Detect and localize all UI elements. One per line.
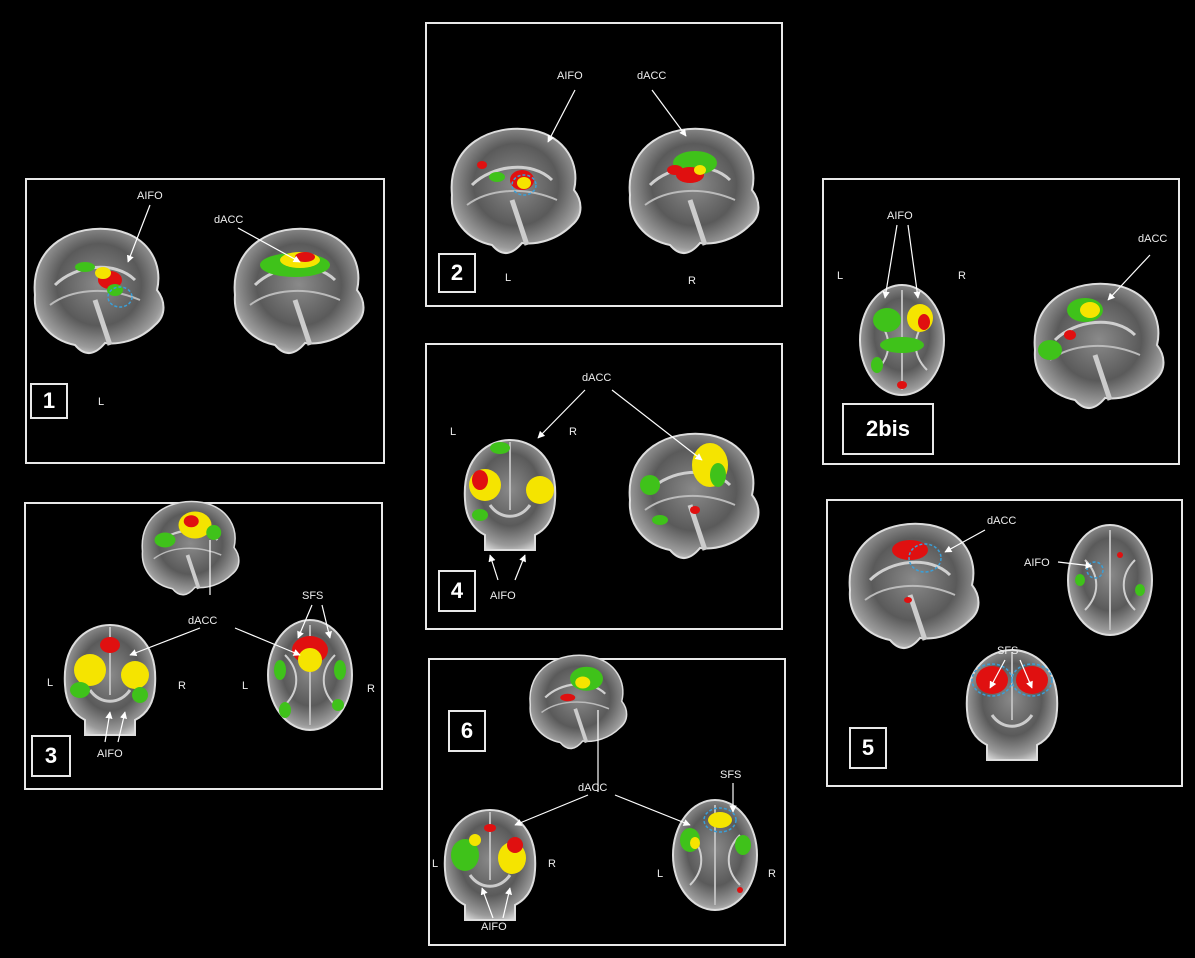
panel-3-side-l1: L (47, 677, 54, 689)
panel-6-label-aifo: AIFO (481, 921, 507, 933)
panel-6-side-l2: L (657, 868, 664, 880)
panel-1-brain-b (235, 229, 364, 353)
panel-3-side-r1: R (178, 680, 186, 692)
panel-2-side-l: L (505, 272, 512, 284)
panel-1-side-l: L (98, 396, 105, 408)
panel-4-label-dacc: dACC (582, 372, 612, 384)
panel-3-label-aifo: AIFO (97, 748, 123, 760)
panel-5-label-dacc: dACC (987, 515, 1017, 527)
panel-1-number: 1 (30, 383, 68, 419)
panel-5-number: 5 (849, 727, 887, 769)
panel-2bis-label-dacc: dACC (1138, 233, 1168, 245)
panel-3-label-sfs: SFS (302, 590, 324, 602)
panel-5-label-aifo: AIFO (1024, 557, 1050, 569)
panel-4-number: 4 (438, 570, 476, 612)
panel-2bis-side-r: R (958, 270, 966, 282)
panel-4-side-l: L (450, 426, 457, 438)
panel-6-side-r1: R (548, 858, 556, 870)
panel-2-label-dacc: dACC (637, 70, 667, 82)
panel-2bis-label-aifo: AIFO (887, 210, 913, 222)
panel-5-label-sfs: SFS (997, 645, 1019, 657)
panel-4-label-aifo: AIFO (490, 590, 516, 602)
panel-1-label-aifo: AIFO (137, 190, 163, 202)
panel-2-label-aifo: AIFO (557, 70, 583, 82)
panel-2bis-number: 2bis (842, 403, 934, 455)
panel-3-side-l2: L (242, 680, 249, 692)
panel-4-side-r: R (569, 426, 577, 438)
panel-1-label-dacc: dACC (214, 214, 244, 226)
panel-6-label-sfs: SFS (720, 769, 742, 781)
panel-3-label-dacc: dACC (188, 615, 218, 627)
panel-2-number: 2 (438, 253, 476, 293)
panel-2bis-side-l: L (837, 270, 844, 282)
panel-6-label-dacc: dACC (578, 782, 608, 794)
panel-2-side-r: R (688, 275, 696, 287)
panel-3-side-r2: R (367, 683, 375, 695)
panel-6-side-l1: L (432, 858, 439, 870)
panel-6-number: 6 (448, 710, 486, 752)
panel-6-side-r2: R (768, 868, 776, 880)
panel-1-brains (35, 229, 164, 353)
panel-3-number: 3 (31, 735, 71, 777)
